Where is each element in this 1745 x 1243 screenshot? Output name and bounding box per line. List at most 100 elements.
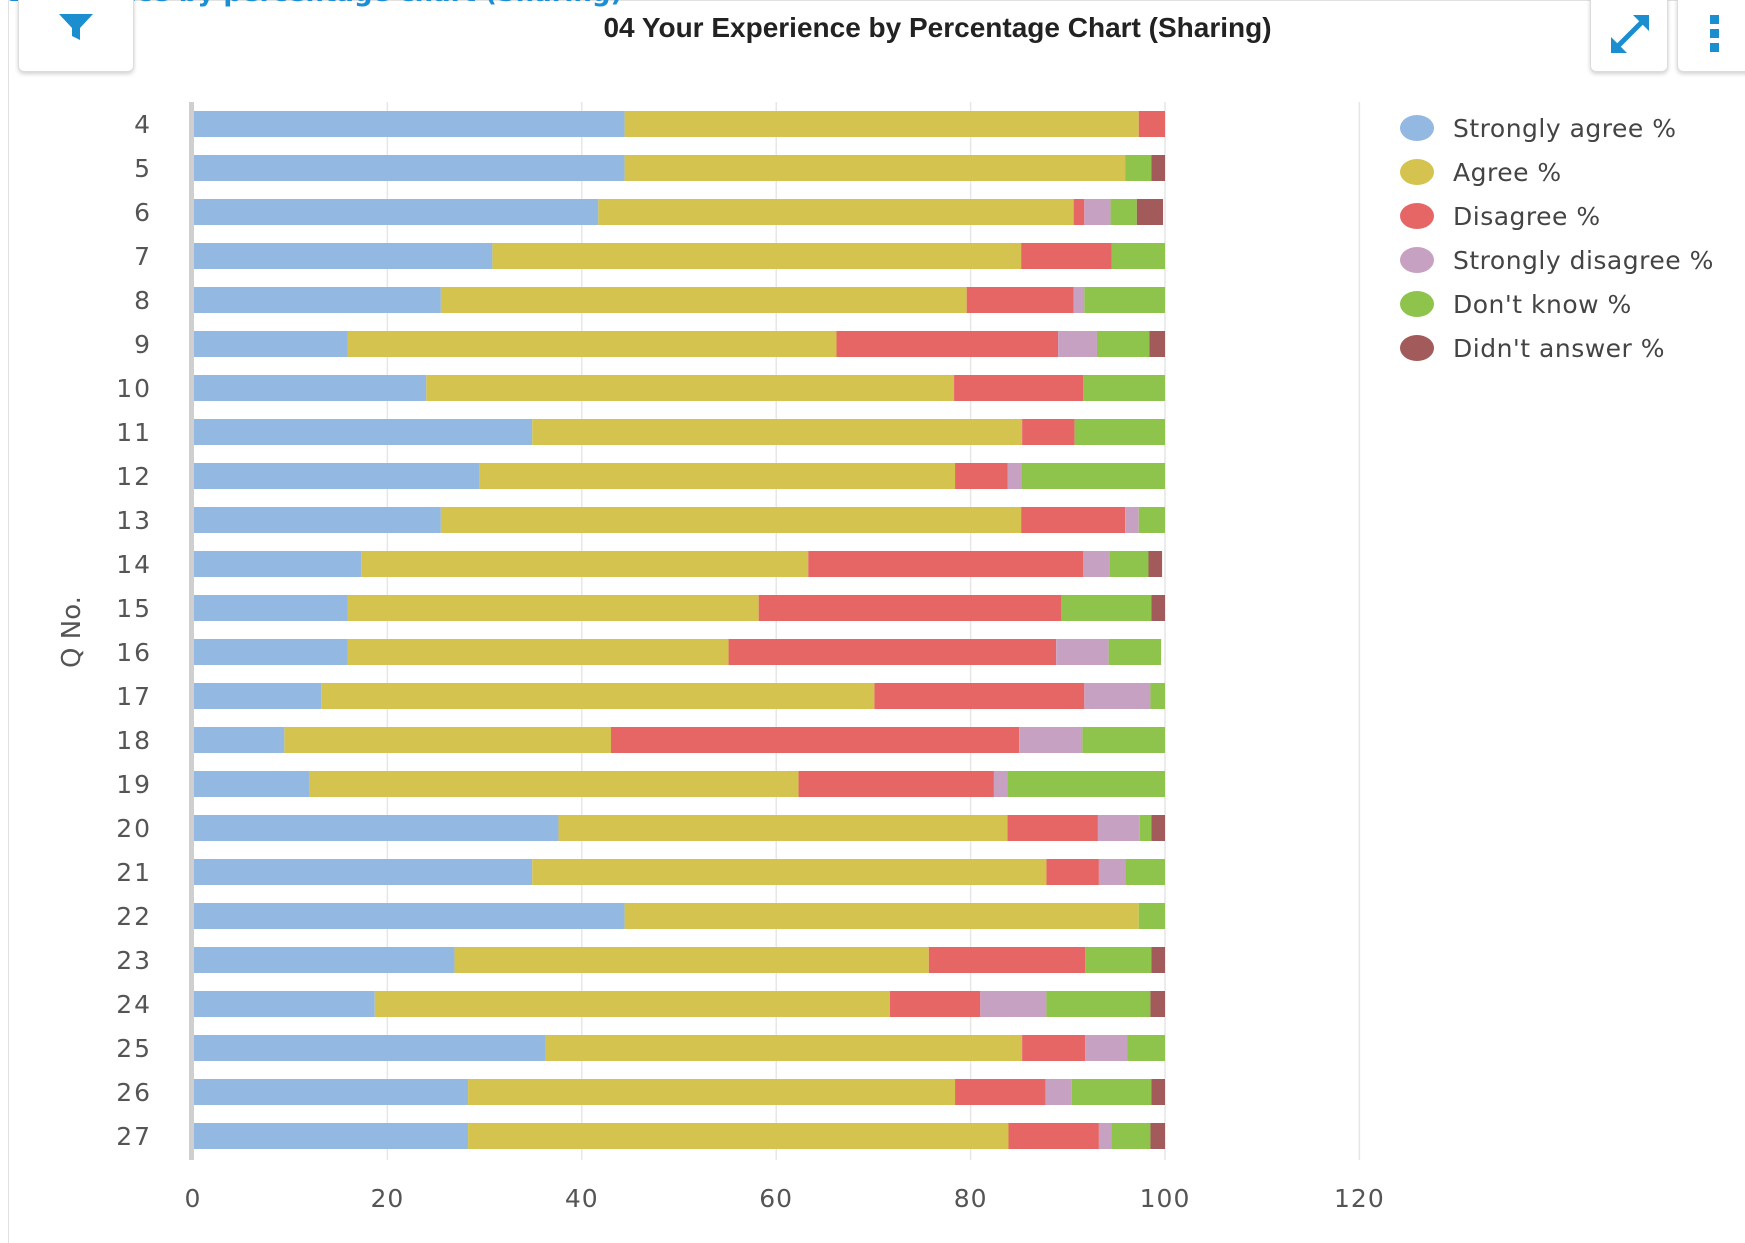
bar-segment	[193, 1079, 469, 1105]
bar-segment	[545, 1035, 1023, 1061]
bar-segment	[1149, 331, 1165, 357]
bar-segment	[1073, 287, 1085, 313]
bar-segment	[955, 463, 1008, 489]
bars-layer	[193, 111, 1165, 1149]
bar-segment	[1082, 727, 1165, 753]
bar-segment	[1151, 947, 1165, 973]
bar-segment	[1073, 199, 1085, 225]
y-tick-label: 25	[116, 1034, 152, 1063]
bar-segment	[193, 947, 455, 973]
bar-segment	[889, 991, 981, 1017]
x-tick-label: 20	[370, 1184, 404, 1213]
legend-label: Didn't answer %	[1453, 334, 1665, 363]
bar-segment	[1151, 595, 1165, 621]
bar-segment	[193, 815, 559, 841]
bar-segment	[1096, 331, 1150, 357]
bar-segment	[361, 551, 809, 577]
bar-segment	[1058, 331, 1097, 357]
bar-segment	[1083, 551, 1110, 577]
legend-label: Don't know %	[1453, 290, 1632, 319]
bar-segment	[193, 287, 441, 313]
legend-swatch	[1400, 159, 1434, 185]
bar-segment	[479, 463, 956, 489]
bar-segment	[1019, 727, 1083, 753]
x-tick-label: 40	[565, 1184, 599, 1213]
y-axis-line	[189, 102, 194, 1160]
bar-segment	[1150, 683, 1165, 709]
bar-segment	[1021, 463, 1165, 489]
y-tick-label: 8	[134, 286, 152, 315]
y-tick-label: 18	[116, 726, 152, 755]
bar-segment	[1083, 375, 1165, 401]
bar-segment	[440, 287, 967, 313]
bar-segment	[624, 155, 1126, 181]
bar-segment	[193, 243, 493, 269]
bar-segment	[321, 683, 875, 709]
bar-segment	[1138, 507, 1165, 533]
legend: Strongly agree % Agree % Disagree % Strongl…	[1400, 114, 1714, 363]
bar-segment	[193, 1035, 546, 1061]
y-tick-label: 7	[134, 242, 152, 271]
bar-segment	[1084, 199, 1111, 225]
y-axis-title: Q No.	[57, 596, 87, 668]
more-options-button[interactable]	[1677, 0, 1745, 72]
bar-segment	[347, 639, 729, 665]
bar-segment	[1111, 1123, 1151, 1149]
bar-segment	[193, 903, 625, 929]
bar-segment	[193, 727, 285, 753]
bar-segment	[598, 199, 1074, 225]
bar-segment	[532, 419, 1023, 445]
bar-segment	[1045, 1079, 1072, 1105]
expand-button[interactable]	[1590, 0, 1668, 72]
bar-segment	[1148, 551, 1163, 577]
y-tick-label: 12	[116, 462, 152, 491]
bar-segment	[993, 771, 1008, 797]
bar-segment	[1139, 815, 1152, 841]
legend-label: Strongly disagree %	[1453, 246, 1714, 275]
bar-segment	[347, 595, 759, 621]
bar-segment	[1150, 991, 1165, 1017]
bar-segment	[193, 331, 348, 357]
bar-segment	[1125, 507, 1139, 533]
chart-title: 04 Your Experience by Percentage Chart (…	[603, 12, 1272, 43]
bar-segment	[1138, 111, 1165, 137]
bar-segment	[1085, 947, 1152, 973]
bar-segment	[1046, 859, 1099, 885]
bar-segment	[1125, 155, 1152, 181]
bar-segment	[928, 947, 1086, 973]
bar-segment	[728, 639, 1057, 665]
bar-segment	[1151, 815, 1165, 841]
y-tick-label: 4	[134, 110, 152, 139]
y-tick-label: 13	[116, 506, 152, 535]
bar-segment	[624, 111, 1139, 137]
bar-segment	[1150, 1123, 1165, 1149]
more-vertical-icon	[1710, 15, 1719, 52]
bar-segment	[193, 155, 625, 181]
legend-swatch	[1400, 335, 1434, 361]
bar-segment	[193, 1123, 469, 1149]
y-tick-label: 15	[116, 594, 152, 623]
filter-button[interactable]	[18, 0, 134, 72]
y-tick-label: 5	[134, 154, 152, 183]
expand-icon	[1611, 15, 1649, 53]
bar-segment	[1127, 1035, 1165, 1061]
bar-segment	[954, 375, 1084, 401]
y-tick-label: 26	[116, 1078, 152, 1107]
bar-segment	[1151, 1079, 1165, 1105]
legend-swatch	[1400, 291, 1434, 317]
bar-segment	[1110, 199, 1137, 225]
bar-segment	[193, 463, 480, 489]
bar-segment	[193, 375, 427, 401]
x-tick-label: 80	[954, 1184, 988, 1213]
grid-layer	[386, 102, 1361, 1160]
bar-segment	[1046, 991, 1151, 1017]
bar-segment	[1022, 419, 1075, 445]
bar-segment	[1074, 419, 1165, 445]
bar-segment	[1084, 287, 1165, 313]
y-tick-label: 21	[116, 858, 152, 887]
chart-panel	[8, 0, 1745, 1243]
bar-segment	[980, 991, 1047, 1017]
y-tick-label: 11	[116, 418, 152, 447]
bar-segment	[1021, 507, 1126, 533]
bar-segment	[492, 243, 1022, 269]
